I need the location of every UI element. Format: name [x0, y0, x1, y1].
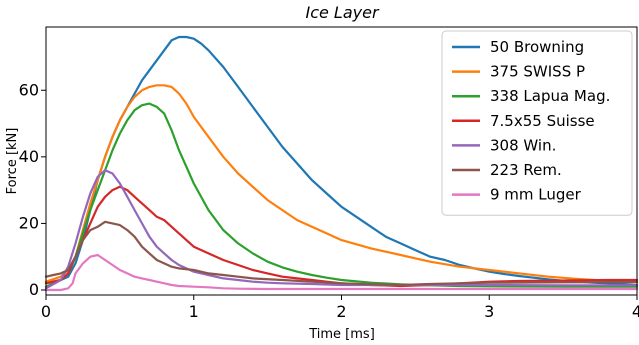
legend: 50 Browning 375 SWISS P 338 Lapua Mag. 7.5x… [441, 30, 633, 216]
series-line-4 [44, 169, 639, 290]
series-line-5 [44, 220, 639, 287]
y-tick-label: 60 [19, 80, 39, 99]
series-line-6 [44, 253, 639, 292]
series-line-1 [44, 84, 639, 284]
y-tick-label: 40 [19, 147, 39, 166]
legend-label-2: 338 Lapua Mag. [490, 87, 610, 105]
x-tick-label: 3 [484, 302, 494, 321]
legend-box [441, 30, 633, 216]
legend-label-6: 9 mm Luger [490, 186, 582, 204]
x-tick-label: 0 [41, 302, 51, 321]
y-axis-label: Force [kN] [5, 128, 20, 195]
y-tick-label: 20 [19, 213, 39, 232]
series-line-2 [44, 102, 639, 288]
plot-lines [44, 35, 639, 292]
legend-label-4: 308 Win. [490, 136, 556, 154]
legend-label-3: 7.5x55 Suisse [490, 112, 595, 130]
chart-title: Ice Layer [305, 3, 379, 22]
x-tick-label: 4 [632, 302, 639, 321]
x-tick-label: 2 [336, 302, 346, 321]
y-tick-label: 0 [29, 280, 39, 299]
legend-label-0: 50 Browning [490, 38, 584, 56]
legend-label-5: 223 Rem. [490, 161, 562, 179]
y-axis: 0 20 40 60 [19, 80, 46, 299]
legend-label-1: 375 SWISS P [490, 63, 585, 81]
x-axis: 0 1 2 3 4 [41, 295, 639, 321]
x-tick-label: 1 [189, 302, 199, 321]
x-axis-label: Time [ms] [308, 327, 375, 342]
